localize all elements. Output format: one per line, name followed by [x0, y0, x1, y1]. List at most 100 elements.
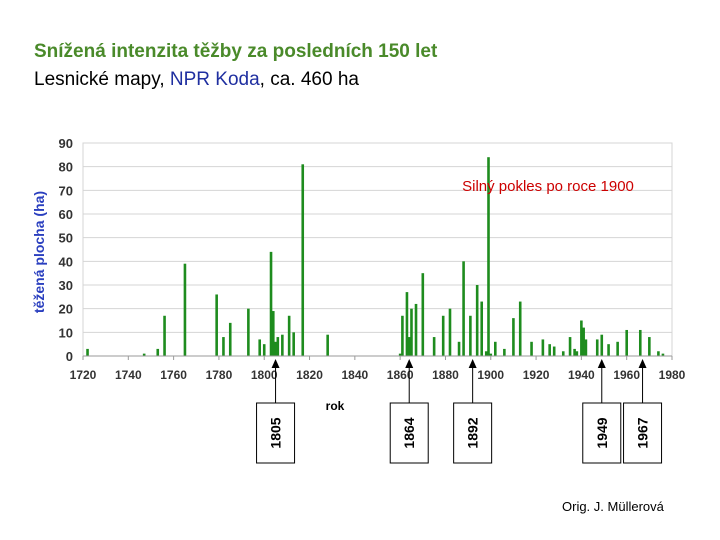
bar: [487, 157, 490, 356]
bar: [607, 344, 610, 356]
bar: [448, 308, 452, 356]
subtitle-suffix: , ca. 460 ha: [259, 69, 359, 90]
bar: [480, 301, 484, 356]
bar: [600, 334, 604, 356]
bar: [512, 318, 515, 356]
x-tick-label: 1960: [613, 368, 640, 382]
x-tick-label: 1780: [206, 368, 233, 382]
bar: [228, 322, 232, 356]
bar: [142, 353, 146, 356]
x-tick-label: 1740: [115, 368, 142, 382]
bar: [541, 339, 545, 356]
bar: [616, 341, 619, 356]
slide-subtitle: Lesnické mapy, NPR Koda, ca. 460 ha: [34, 69, 359, 91]
y-tick-label: 30: [59, 278, 73, 293]
bar: [274, 341, 277, 356]
bar: [518, 301, 522, 356]
y-tick-label: 40: [59, 254, 73, 269]
bar: [215, 294, 218, 356]
bar-series: [86, 157, 665, 356]
marker-arrow-head: [638, 359, 647, 368]
subtitle-prefix: Lesnické mapy,: [34, 69, 170, 90]
bar: [457, 341, 461, 356]
slide-title: Snížená intenzita těžby za posledních 15…: [34, 41, 438, 62]
bar: [163, 315, 166, 356]
grid-lines: [82, 142, 673, 357]
bar: [269, 251, 273, 356]
bar: [584, 339, 588, 356]
marker-arrow-head: [468, 359, 477, 368]
bar: [575, 351, 579, 356]
bar: [287, 315, 291, 356]
x-tick-label: 1760: [160, 368, 187, 382]
marker-label: 1892: [465, 417, 481, 448]
x-axis-label: rok: [326, 399, 345, 413]
marker-box: [453, 402, 493, 464]
bar: [580, 320, 583, 356]
bar: [410, 308, 413, 356]
marker-box: [256, 402, 296, 464]
subtitle-location: NPR Koda: [169, 69, 260, 90]
marker-box: [623, 402, 663, 464]
x-tick-label: 1880: [432, 368, 459, 382]
marker-label: 1949: [594, 417, 610, 448]
bar: [405, 292, 409, 356]
bar: [86, 348, 89, 356]
bar: [281, 334, 284, 356]
x-tick-label: 1900: [477, 368, 504, 382]
bar: [661, 353, 665, 356]
y-tick-label: 90: [59, 136, 73, 151]
marker-arrow-head: [597, 359, 606, 368]
marker-arrow-head: [405, 359, 414, 368]
bar: [469, 315, 472, 356]
x-tick-label: 1720: [70, 368, 97, 382]
bar: [548, 344, 551, 356]
bar: [561, 351, 565, 356]
bar: [568, 337, 572, 356]
bar: [475, 285, 479, 356]
bar: [156, 348, 160, 356]
bar: [638, 329, 642, 356]
bar: [595, 339, 599, 356]
bar: [503, 348, 506, 356]
bar: [301, 164, 305, 356]
bar: [247, 308, 250, 356]
marker-arrow-head: [271, 359, 280, 368]
bar: [582, 327, 585, 356]
axes: 0 10 20 30 40 50 60 70 80 90 1720 1740 1760 1780 1800 1…: [59, 136, 686, 382]
y-tick-label: 0: [66, 349, 73, 364]
bar: [326, 334, 329, 356]
bar: [183, 263, 187, 356]
y-tick-label: 70: [59, 183, 73, 198]
bar: [262, 344, 266, 356]
x-tick-label: 1920: [523, 368, 550, 382]
x-tick-label: 1840: [341, 368, 368, 382]
bar: [441, 315, 445, 356]
bar: [222, 337, 225, 356]
bar: [421, 273, 425, 356]
x-tick-label: 1860: [387, 368, 414, 382]
y-tick-label: 50: [59, 231, 73, 246]
bar: [657, 351, 660, 356]
bar: [484, 351, 488, 356]
bar: [398, 353, 402, 356]
plot-frame: [82, 142, 673, 357]
bar: [552, 346, 556, 356]
bar: [648, 337, 651, 356]
bar: [432, 337, 436, 356]
chart-annotation: Silný pokles po roce 1900: [462, 178, 634, 195]
x-tick-label: 1800: [251, 368, 278, 382]
bar: [271, 311, 275, 356]
x-tick-label: 1980: [659, 368, 686, 382]
x-tick-label: 1940: [568, 368, 595, 382]
bar: [407, 337, 411, 356]
y-tick-label: 20: [59, 302, 73, 317]
bar: [530, 341, 533, 356]
year-markers: 1805 1864 1892 1949 1967: [256, 359, 663, 464]
bar: [489, 353, 493, 356]
bar: [625, 329, 628, 356]
y-axis-label: těžená plocha (ha): [31, 191, 47, 313]
bar: [414, 303, 418, 356]
marker-box: [389, 402, 429, 464]
